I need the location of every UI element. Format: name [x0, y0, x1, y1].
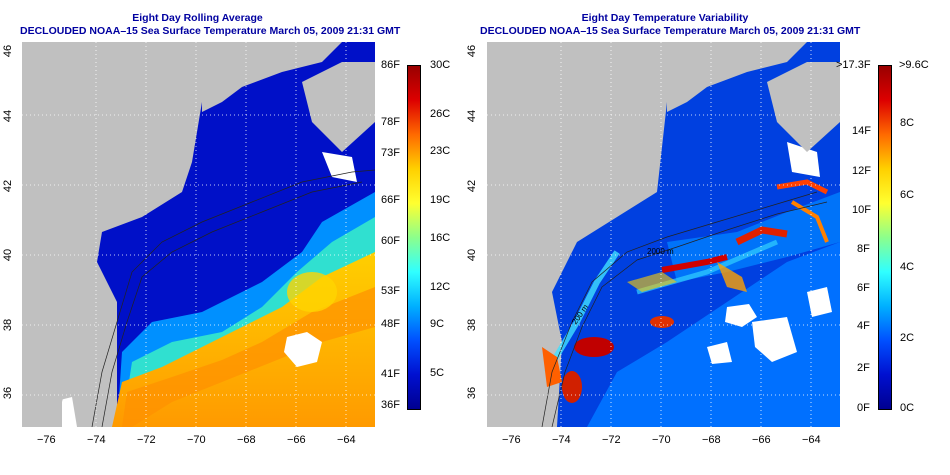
- left-lon-tick: −74: [87, 434, 106, 446]
- cb-f-label: 66F: [381, 194, 400, 206]
- left-colorbar: [407, 65, 421, 410]
- cb-f-label: 36F: [381, 399, 400, 411]
- cb-c-label: 8C: [900, 117, 915, 129]
- right-lon-tick: −64: [802, 434, 821, 446]
- left-lon-tick: −66: [287, 434, 306, 446]
- right-lon-tick: −70: [652, 434, 671, 446]
- cb-c-label: 2C: [900, 332, 915, 344]
- cb-f-label: 10F: [852, 204, 871, 216]
- cb-f-label: 12F: [852, 165, 871, 177]
- cb-f-label: 53F: [381, 285, 400, 297]
- contour-label-2000m: 2000 m: [647, 247, 674, 256]
- cb-f-label: 60F: [381, 235, 400, 247]
- right-variability-map: 200 m 2000 m: [487, 42, 840, 427]
- left-lat-tick-42: 42: [2, 179, 15, 193]
- cb-c-label: 5C: [430, 367, 445, 379]
- right-lon-tick: −68: [702, 434, 721, 446]
- cb-f-label: 78F: [381, 116, 400, 128]
- cb-f-label: 48F: [381, 318, 400, 330]
- cb-c-label: 6C: [900, 189, 915, 201]
- cb-c-label: 30C: [430, 59, 451, 71]
- cb-f-label: 2F: [857, 362, 870, 374]
- right-lon-tick: −74: [552, 434, 571, 446]
- left-lat-tick-46: 46: [2, 44, 15, 58]
- cb-f-label: 73F: [381, 147, 400, 159]
- cb-c-label: 0C: [900, 402, 915, 414]
- left-sst-map: [22, 42, 375, 427]
- left-lat-tick-44: 44: [2, 109, 15, 123]
- right-lat-tick-40: 40: [466, 248, 479, 262]
- cb-c-label: 23C: [430, 145, 451, 157]
- left-lon-tick: −76: [37, 434, 56, 446]
- right-lon-tick: −76: [502, 434, 521, 446]
- right-lon-tick: −66: [752, 434, 771, 446]
- cb-c-label: 19C: [430, 194, 451, 206]
- right-title-line1: Eight Day Temperature Variability: [581, 12, 749, 24]
- right-lat-tick-36: 36: [466, 386, 479, 400]
- cb-c-label: 26C: [430, 108, 451, 120]
- left-lon-tick: −72: [137, 434, 156, 446]
- cb-c-label: >9.6C: [899, 59, 929, 71]
- right-title-line2: DECLOUDED NOAA–15 Sea Surface Temperatur…: [480, 25, 861, 37]
- left-lon-tick: −68: [237, 434, 256, 446]
- cb-f-label: 0F: [857, 402, 870, 414]
- cb-f-label: 4F: [857, 320, 870, 332]
- cb-c-label: 12C: [430, 281, 451, 293]
- cb-f-label: >17.3F: [836, 59, 871, 71]
- left-title-line1: Eight Day Rolling Average: [132, 12, 263, 24]
- right-lat-tick-38: 38: [466, 318, 479, 332]
- cb-c-label: 4C: [900, 261, 915, 273]
- left-lon-tick: −64: [337, 434, 356, 446]
- cb-f-label: 14F: [852, 125, 871, 137]
- right-lon-tick: −72: [602, 434, 621, 446]
- left-lat-tick-36: 36: [2, 386, 15, 400]
- left-title-line2: DECLOUDED NOAA–15 Sea Surface Temperatur…: [20, 25, 401, 37]
- cb-f-label: 86F: [381, 59, 400, 71]
- left-lat-tick-40: 40: [2, 248, 15, 262]
- left-lon-tick: −70: [187, 434, 206, 446]
- right-lat-tick-42: 42: [466, 179, 479, 193]
- cb-c-label: 9C: [430, 318, 445, 330]
- left-lat-tick-38: 38: [2, 318, 15, 332]
- cb-f-label: 41F: [381, 368, 400, 380]
- cb-c-label: 16C: [430, 232, 451, 244]
- right-lat-tick-44: 44: [466, 109, 479, 123]
- right-colorbar: [878, 65, 892, 410]
- cb-f-label: 6F: [857, 282, 870, 294]
- right-lat-tick-46: 46: [466, 44, 479, 58]
- cb-f-label: 8F: [857, 243, 870, 255]
